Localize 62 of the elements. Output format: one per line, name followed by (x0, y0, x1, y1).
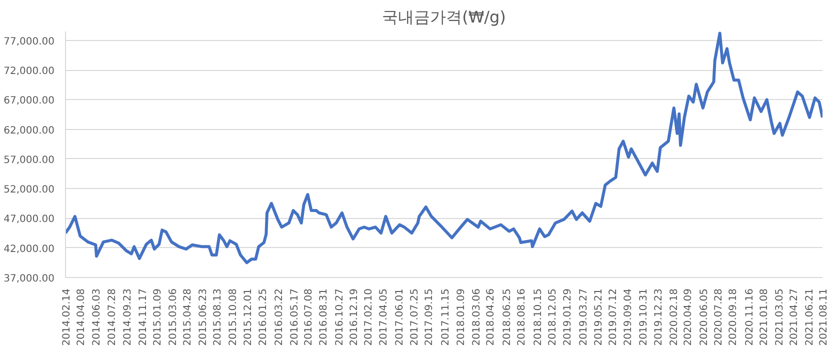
x-tick-label: 2016.10.27 (334, 288, 346, 346)
x-tick-label: 2015.04.28 (182, 288, 194, 346)
x-tick-label: 2015.06.23 (198, 288, 210, 346)
x-tick-label: 2014.04.08 (76, 288, 88, 346)
line-series (66, 32, 822, 264)
x-tick-label: 2015.01.09 (152, 288, 164, 346)
x-tick-label: 2017.09.15 (424, 288, 435, 346)
x-tick-label: 2021.03.05 (774, 288, 786, 346)
x-tick-label: 2014.07.28 (106, 288, 118, 346)
x-tick-label: 2015.12.01 (242, 288, 254, 346)
x-tick-label: 2020.09.18 (728, 288, 739, 346)
x-tick-label: 2014.06.03 (92, 288, 103, 346)
x-tick-label: 2020.06.05 (698, 288, 710, 346)
x-tick-label: 2018.08.16 (516, 288, 528, 346)
x-tick-label: 2018.12.05 (547, 288, 558, 346)
y-tick-label: 42,000.00 (4, 244, 55, 255)
x-tick-label: 2016.05.17 (289, 288, 300, 346)
x-tick-label: 2016.08.31 (318, 288, 330, 346)
x-tick-label: 2019.05.21 (593, 288, 604, 346)
x-tick-label: 2015.08.13 (212, 288, 224, 346)
x-tick-label: 2014.11.17 (138, 288, 149, 346)
x-tick-label: 2016.07.08 (304, 288, 315, 346)
y-tick-label: 37,000.00 (4, 274, 55, 284)
x-tick-label: 2017.02.10 (364, 288, 375, 346)
x-tick-label: 2017.07.25 (409, 288, 420, 346)
y-tick-label: 77,000.00 (4, 36, 55, 48)
x-tick-label: 2018.10.15 (533, 288, 544, 346)
y-tick-label: 67,000.00 (4, 96, 55, 107)
x-tick-label: 2015.10.08 (228, 288, 239, 346)
x-tick-label: 2019.03.27 (578, 288, 590, 346)
x-tick-label: 2019.10.31 (638, 288, 650, 346)
x-tick-label: 2019.01.29 (562, 288, 574, 346)
y-tick-label: 62,000.00 (4, 125, 55, 136)
x-tick-label: 2021.08.11 (818, 288, 830, 346)
x-tick-label: 2019.09.04 (622, 288, 634, 346)
x-tick-label: 2018.06.25 (502, 288, 514, 346)
y-tick-label: 47,000.00 (4, 214, 55, 226)
x-tick-label: 2017.06.01 (394, 288, 406, 346)
x-tick-label: 2021.04.27 (789, 288, 800, 346)
x-tick-label: 2016.12.19 (349, 288, 360, 346)
y-tick-label: 57,000.00 (4, 154, 55, 166)
x-tick-label: 2021.06.21 (804, 288, 816, 346)
x-tick-label: 2018.01.09 (456, 288, 467, 346)
x-tick-label: 2019.12.23 (653, 288, 664, 346)
chart-title: 국내금가격(₩/g) (382, 8, 506, 26)
x-tick-label: 2017.04.05 (378, 288, 390, 346)
x-tick-label: 2018.04.26 (486, 288, 497, 346)
x-tick-label: 2020.11.16 (744, 288, 756, 346)
x-tick-label: 2017.11.15 (440, 288, 452, 346)
x-tick-label: 2014.09.23 (122, 288, 134, 346)
x-tick-label: 2019.07.12 (608, 288, 619, 346)
x-tick-label: 2020.04.09 (683, 288, 694, 346)
x-tick-label: 2018.03.06 (471, 288, 482, 346)
x-tick-label: 2015.03.06 (168, 288, 180, 346)
y-tick-label: 72,000.00 (4, 66, 55, 78)
x-tick-label: 2020.07.28 (714, 288, 725, 346)
x-tick-label: 2014.02.14 (62, 288, 72, 346)
x-tick-label: 2016.03.22 (274, 288, 285, 346)
x-tick-label: 2016.01.25 (258, 288, 270, 346)
x-tick-label: 2020.02.18 (669, 288, 680, 346)
y-tick-label: 52,000.00 (4, 184, 55, 196)
x-tick-label: 2021.01.08 (758, 288, 770, 346)
